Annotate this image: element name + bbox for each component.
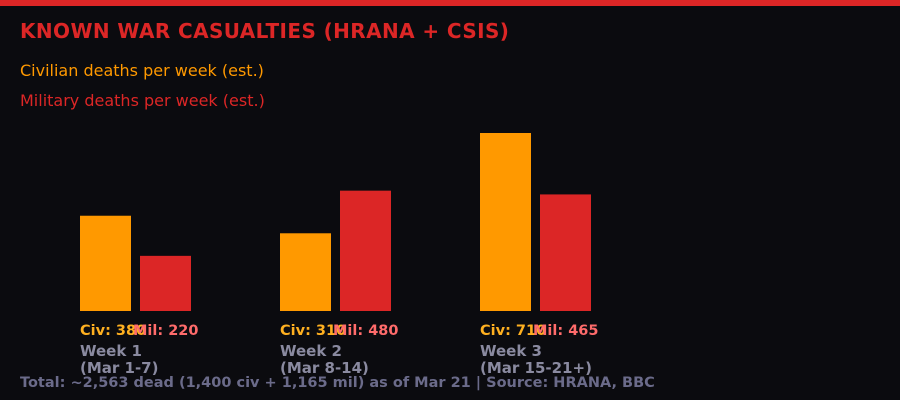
week-label-3: Week 3 bbox=[480, 342, 542, 360]
military-bar-1 bbox=[140, 255, 191, 311]
civilian-value-label-3: Civ: 710 bbox=[480, 323, 546, 339]
top-accent-bar bbox=[0, 0, 900, 6]
week-date-range-1: (Mar 1-7) bbox=[80, 359, 158, 377]
military-bar-3 bbox=[540, 194, 591, 311]
military-bar-2 bbox=[340, 190, 391, 311]
civilian-bar-3 bbox=[480, 133, 531, 311]
footer-totals-source: Total: ~2,563 dead (1,400 civ + 1,165 mi… bbox=[20, 375, 655, 391]
week-date-range-2: (Mar 8-14) bbox=[280, 359, 369, 377]
civilian-bar-1 bbox=[80, 215, 131, 311]
chart-title: KNOWN WAR CASUALTIES (HRANA + CSIS) bbox=[20, 19, 510, 43]
civilian-bar-2 bbox=[280, 233, 331, 311]
military-value-label-1: Mil: 220 bbox=[133, 323, 198, 339]
week-label-2: Week 2 bbox=[280, 342, 342, 360]
military-value-label-2: Mil: 480 bbox=[333, 323, 398, 339]
legend-military: Military deaths per week (est.) bbox=[20, 91, 265, 110]
civilian-value-label-2: Civ: 310 bbox=[280, 323, 346, 339]
legend-civilian: Civilian deaths per week (est.) bbox=[20, 61, 264, 80]
week-label-1: Week 1 bbox=[80, 342, 142, 360]
week-date-range-3: (Mar 15-21+) bbox=[480, 359, 592, 377]
military-value-label-3: Mil: 465 bbox=[533, 323, 598, 339]
civilian-value-label-1: Civ: 380 bbox=[80, 323, 146, 339]
